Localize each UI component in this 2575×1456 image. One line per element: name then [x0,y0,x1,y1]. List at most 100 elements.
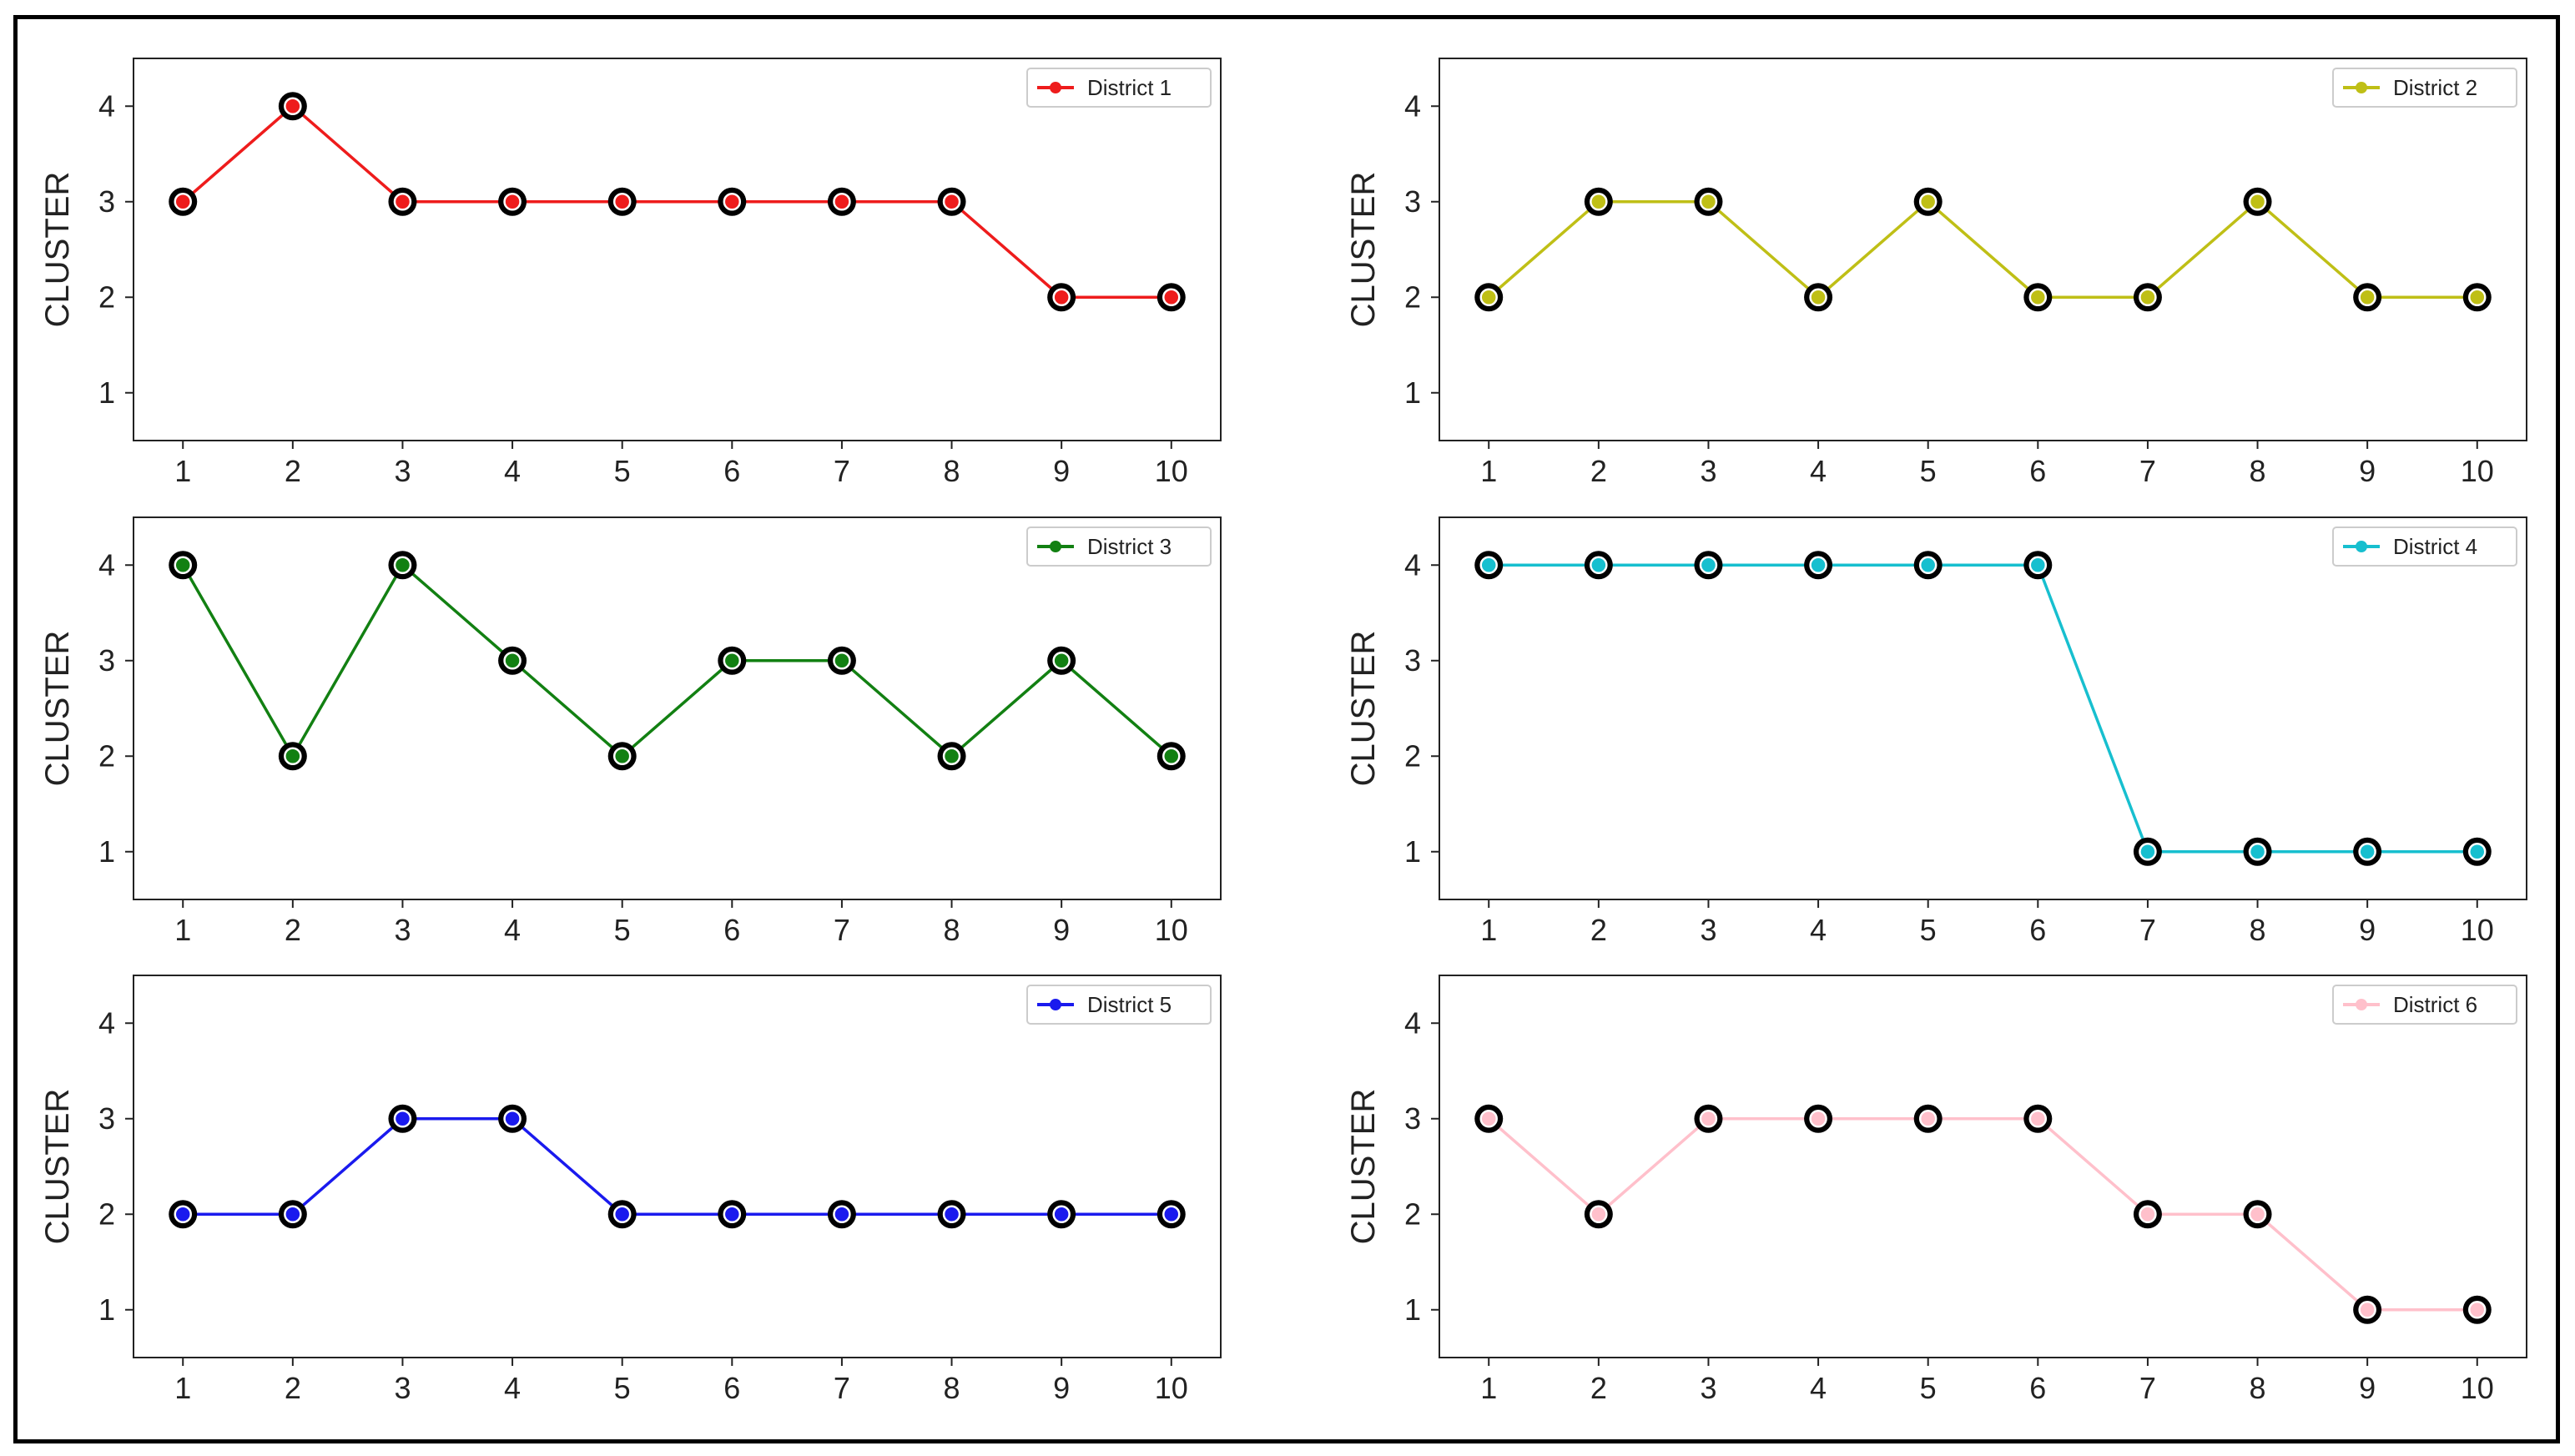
data-point [1699,556,1718,574]
x-tick-label: 2 [285,913,301,947]
x-tick-label: 1 [1480,1371,1497,1405]
y-tick-label: 4 [1404,88,1421,123]
x-tick-label: 5 [1920,1371,1937,1405]
y-tick-label: 3 [1404,184,1421,219]
legend-box [2332,526,2517,567]
data-point [1052,652,1071,670]
data-point [1809,288,1827,306]
series-line [1488,199,2477,300]
chart-district-3: 1 2 3 4 1 2 3 4 5 6 7 8 9 10 CLUSTER District 3 [39,516,1222,947]
y-tick-label: 2 [1404,738,1421,773]
data-point [723,193,742,211]
data-point [1590,193,1608,211]
x-tick-label: 3 [1700,454,1716,488]
data-point [1809,1110,1827,1128]
y-tick-label: 1 [98,834,115,869]
data-point [833,652,851,670]
legend-box [2332,985,2517,1025]
x-tick-label: 9 [2359,1371,2376,1405]
data-point [1479,556,1498,574]
data-point [2139,1205,2157,1223]
y-tick-label: 3 [1404,1101,1421,1136]
data-point [174,193,192,211]
data-point [284,97,302,115]
x-tick-label: 1 [1480,913,1497,947]
y-tick-label: 1 [98,1292,115,1327]
x-tick-label: 7 [2139,1371,2156,1405]
x-tick-label: 5 [1920,913,1937,947]
legend-label: District 6 [2393,992,2477,1017]
x-tick-label: 3 [394,1371,411,1405]
legend-label: District 3 [1087,534,1172,559]
data-point [393,556,412,574]
x-tick-label: 3 [394,913,411,947]
data-point [2248,193,2267,211]
x-tick-label: 10 [1155,913,1188,947]
x-tick-label: 4 [1810,454,1827,488]
data-point [2468,288,2487,306]
x-tick-label: 2 [285,1371,301,1405]
legend-box [1026,68,1212,108]
plot-area [1439,516,2527,900]
x-tick-label: 2 [1590,1371,1607,1405]
x-tick-label: 5 [614,1371,631,1405]
data-point [612,1205,632,1223]
data-point [1162,288,1181,306]
x-tick-label: 4 [1810,913,1827,947]
data-point [2468,1301,2487,1319]
data-point [942,747,961,765]
data-point [1479,1110,1498,1128]
x-tick-label: 2 [1590,913,1607,947]
plot-area [133,975,1222,1358]
data-point [1052,288,1071,306]
data-point [1479,288,1498,306]
x-tick-label: 7 [834,454,850,488]
x-tick-label: 4 [504,1371,521,1405]
y-tick-label: 4 [98,1005,115,1040]
data-point [723,1205,742,1223]
data-point [2468,843,2487,861]
x-tick-label: 6 [2029,454,2046,488]
legend-label: District 2 [2393,75,2477,100]
x-tick-label: 9 [1053,913,1070,947]
data-point [174,556,192,574]
data-point [1590,1205,1608,1223]
y-axis-label: CLUSTER [1345,172,1382,328]
data-point [833,1205,851,1223]
y-tick-label: 4 [98,547,115,582]
y-tick-label: 3 [1404,643,1421,678]
x-tick-label: 6 [2029,913,2046,947]
x-tick-label: 4 [504,913,521,947]
data-point [2358,288,2376,306]
series-line [1488,1117,2477,1312]
x-tick-label: 10 [2461,913,2494,947]
data-point [1918,193,1938,211]
data-point [1918,556,1938,574]
data-point [612,193,632,211]
y-tick-label: 2 [98,738,115,773]
data-point [942,193,961,211]
data-point [2248,843,2267,861]
y-axis-label: CLUSTER [39,172,76,328]
x-tick-label: 1 [174,1371,191,1405]
x-tick-label: 6 [723,913,740,947]
x-tick-label: 1 [174,913,191,947]
x-tick-label: 3 [394,454,411,488]
y-tick-label: 2 [1404,280,1421,314]
x-tick-label: 8 [944,454,960,488]
x-tick-label: 7 [2139,454,2156,488]
legend-label: District 4 [2393,534,2477,559]
y-axis-label: CLUSTER [39,1089,76,1245]
data-point [1590,556,1608,574]
series-line [1489,563,2477,854]
y-tick-label: 3 [98,184,115,219]
x-tick-label: 4 [504,454,521,488]
x-tick-label: 6 [2029,1371,2046,1405]
chart-district-4: 1 2 3 4 1 2 3 4 5 6 7 8 9 10 CLUSTER District 4 [1345,516,2527,947]
legend-label: District 5 [1087,992,1172,1017]
x-tick-label: 10 [2461,1371,2494,1405]
y-tick-label: 4 [1404,547,1421,582]
data-point [2248,1205,2267,1223]
y-tick-label: 4 [1404,1005,1421,1040]
chart-district-1: 1 2 3 4 1 2 3 4 5 6 7 8 9 10 CLUSTER District 1 [39,58,1222,488]
